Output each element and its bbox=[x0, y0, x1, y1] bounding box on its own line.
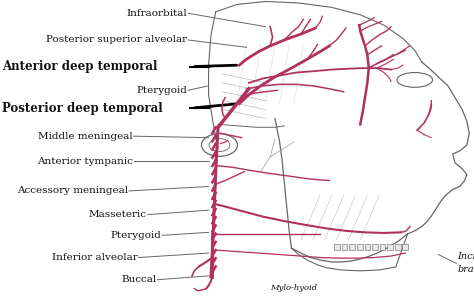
Text: Anterior tympanic: Anterior tympanic bbox=[37, 157, 133, 166]
Bar bbox=[380, 244, 385, 250]
Text: Accessory meningeal: Accessory meningeal bbox=[17, 186, 128, 195]
Text: Mylo-hyoid: Mylo-hyoid bbox=[270, 284, 318, 292]
Bar bbox=[342, 244, 347, 250]
Bar bbox=[334, 244, 340, 250]
Bar bbox=[402, 244, 408, 250]
Text: Posterior superior alveolar: Posterior superior alveolar bbox=[46, 36, 187, 44]
Text: Buccal: Buccal bbox=[121, 275, 156, 284]
Text: branch: branch bbox=[457, 266, 474, 274]
Text: Incisor: Incisor bbox=[457, 252, 474, 260]
Text: Posterior deep temporal: Posterior deep temporal bbox=[2, 102, 163, 115]
Text: Anterior deep temporal: Anterior deep temporal bbox=[2, 60, 158, 73]
Bar bbox=[372, 244, 378, 250]
Bar bbox=[395, 244, 401, 250]
Bar bbox=[357, 244, 363, 250]
Text: Infraorbital: Infraorbital bbox=[127, 9, 187, 18]
Text: Pterygoid: Pterygoid bbox=[110, 231, 161, 240]
Text: Masseteric: Masseteric bbox=[89, 210, 147, 219]
Bar bbox=[349, 244, 355, 250]
Bar bbox=[365, 244, 370, 250]
Text: Pterygoid: Pterygoid bbox=[137, 86, 187, 95]
Text: Inferior alveolar: Inferior alveolar bbox=[52, 253, 137, 262]
Bar bbox=[387, 244, 393, 250]
Text: Middle meningeal: Middle meningeal bbox=[38, 132, 133, 141]
